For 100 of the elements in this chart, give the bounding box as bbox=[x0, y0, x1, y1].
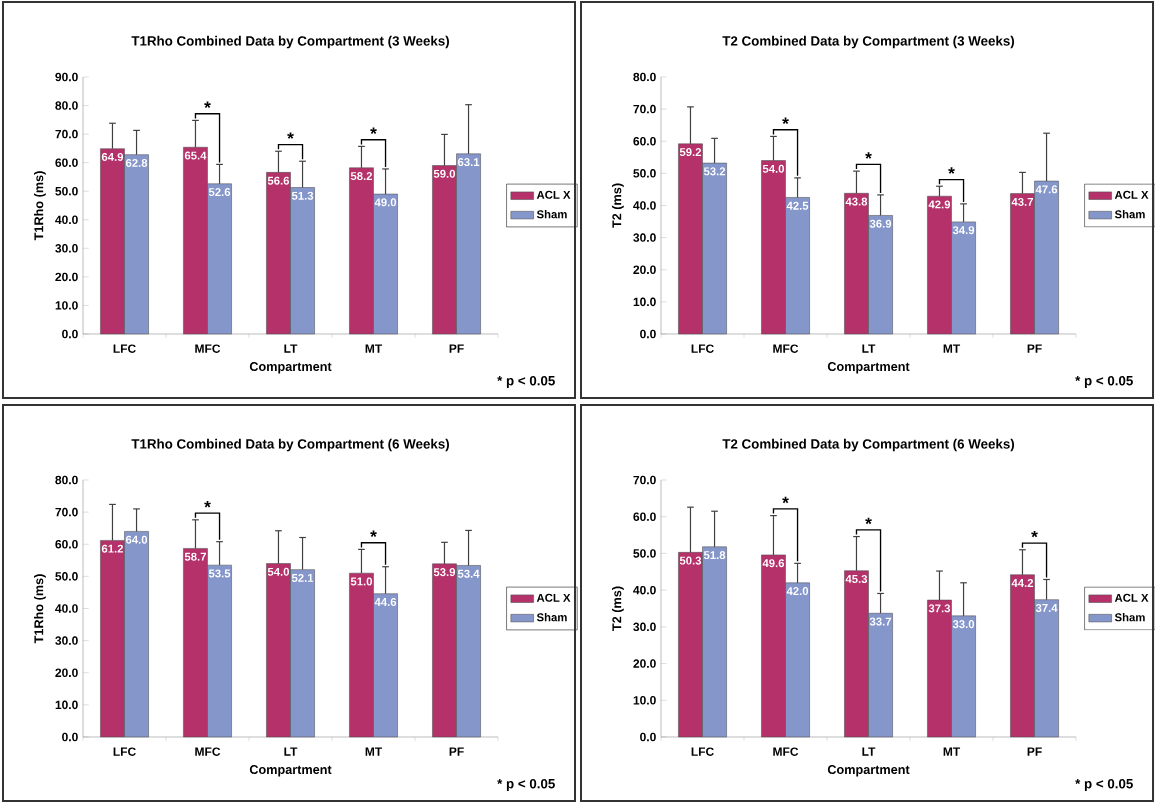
y-tick-label: 30.0 bbox=[55, 244, 78, 253]
data-label: 54.0 bbox=[762, 164, 785, 173]
x-tick-label: LFC bbox=[691, 344, 714, 353]
annotation: * bbox=[287, 132, 294, 139]
y-tick-label: 20.0 bbox=[633, 265, 656, 274]
y-tick-label: 40.0 bbox=[55, 604, 78, 613]
chart-title: T1Rho Combined Data by Compartment (3 Weeks) bbox=[131, 35, 449, 49]
data-label: 49.6 bbox=[762, 559, 785, 568]
legend-label: Sham bbox=[1114, 210, 1145, 219]
y-axis-title: T2 (ms) bbox=[611, 586, 624, 631]
data-label: 63.1 bbox=[457, 158, 480, 167]
annotation: * bbox=[370, 530, 377, 537]
y-tick-label: 70.0 bbox=[633, 475, 656, 485]
y-tick-label: 80.0 bbox=[55, 475, 78, 485]
annotation: * bbox=[782, 496, 789, 504]
y-tick-label: 40.0 bbox=[633, 585, 656, 595]
legend-label: Sham bbox=[536, 210, 567, 219]
x-tick-label: LT bbox=[862, 747, 876, 756]
x-tick-label: LT bbox=[284, 747, 298, 756]
legend-label: ACL X bbox=[536, 593, 571, 602]
x-axis-title: Compartment bbox=[249, 765, 332, 777]
data-label: 53.4 bbox=[457, 569, 480, 578]
annotation: * bbox=[865, 517, 872, 525]
y-tick-label: 10.0 bbox=[55, 700, 78, 710]
data-label: 54.0 bbox=[267, 567, 290, 576]
x-tick-label: MFC bbox=[195, 747, 221, 756]
data-label: 52.6 bbox=[208, 188, 231, 197]
y-tick-label: 10.0 bbox=[633, 297, 656, 307]
legend-label: ACL X bbox=[1114, 190, 1149, 199]
data-label: 37.4 bbox=[1035, 603, 1058, 612]
x-tick-label: LFC bbox=[691, 747, 714, 756]
data-label: 33.0 bbox=[952, 620, 975, 629]
y-tick-label: 90.0 bbox=[55, 72, 78, 82]
x-tick-label: PF bbox=[449, 747, 464, 756]
data-label: 53.9 bbox=[433, 568, 456, 577]
data-label: 44.2 bbox=[1011, 579, 1034, 587]
y-axis-title: T1Rho (ms) bbox=[33, 171, 46, 241]
y-tick-label: 30.0 bbox=[633, 233, 656, 242]
data-label: 36.9 bbox=[869, 219, 892, 228]
data-label: 42.5 bbox=[786, 201, 809, 210]
legend-label: Sham bbox=[536, 613, 567, 622]
data-label: 58.7 bbox=[184, 552, 207, 561]
y-tick-label: 40.0 bbox=[55, 215, 78, 225]
y-tick-label: 60.0 bbox=[55, 158, 78, 167]
data-label: 59.0 bbox=[433, 169, 456, 178]
x-tick-label: MT bbox=[365, 344, 383, 353]
y-tick-label: 80.0 bbox=[55, 101, 78, 110]
x-axis-title: Compartment bbox=[827, 362, 910, 374]
data-label: 65.4 bbox=[184, 151, 207, 160]
data-label: 64.0 bbox=[125, 535, 148, 544]
x-tick-label: MFC bbox=[773, 747, 799, 756]
text: * p < 0.05 bbox=[497, 375, 555, 389]
x-tick-label: PF bbox=[1027, 344, 1042, 353]
legend-label: ACL X bbox=[1114, 593, 1149, 602]
data-label: 52.1 bbox=[291, 573, 314, 582]
annotation: * bbox=[370, 127, 377, 134]
data-label: 47.6 bbox=[1035, 185, 1058, 194]
legend-label: Sham bbox=[1114, 613, 1145, 622]
x-tick-label: LT bbox=[284, 344, 298, 353]
y-tick-label: 40.0 bbox=[633, 201, 656, 210]
data-label: 50.3 bbox=[679, 556, 702, 565]
data-label: 43.8 bbox=[845, 197, 868, 206]
x-tick-label: LFC bbox=[113, 344, 136, 353]
y-tick-label: 0.0 bbox=[62, 329, 78, 339]
x-tick-label: MFC bbox=[773, 344, 799, 353]
x-tick-label: PF bbox=[1027, 747, 1042, 756]
annotation: * bbox=[204, 500, 211, 508]
annotation: * bbox=[782, 117, 789, 125]
annotation: * bbox=[204, 101, 211, 108]
y-tick-label: 30.0 bbox=[55, 636, 78, 645]
chart-title: T1Rho Combined Data by Compartment (6 Weeks) bbox=[131, 438, 449, 452]
text: * p < 0.05 bbox=[1075, 778, 1133, 792]
x-tick-label: MFC bbox=[195, 344, 221, 353]
data-label: 53.2 bbox=[703, 167, 726, 176]
text: * p < 0.05 bbox=[1075, 375, 1133, 389]
annotation: * bbox=[948, 167, 955, 174]
x-tick-label: LFC bbox=[113, 747, 136, 756]
data-label: 56.6 bbox=[267, 176, 290, 185]
y-tick-label: 30.0 bbox=[633, 622, 656, 632]
data-label: 59.2 bbox=[679, 148, 702, 157]
data-label: 51.8 bbox=[703, 551, 726, 560]
chart-title: T2 Combined Data by Compartment (6 Weeks) bbox=[722, 438, 1015, 452]
y-tick-label: 0.0 bbox=[62, 732, 78, 742]
y-tick-label: 60.0 bbox=[633, 512, 656, 521]
data-label: 45.3 bbox=[845, 574, 868, 583]
data-label: 62.8 bbox=[125, 158, 148, 167]
annotation: * bbox=[865, 152, 872, 159]
data-label: 58.2 bbox=[350, 172, 373, 181]
y-tick-label: 70.0 bbox=[55, 507, 78, 517]
data-label: 43.7 bbox=[1011, 197, 1034, 206]
data-label: 61.2 bbox=[101, 544, 124, 553]
x-axis-title: Compartment bbox=[827, 765, 910, 777]
x-tick-label: MT bbox=[365, 747, 383, 756]
y-tick-label: 80.0 bbox=[633, 72, 656, 82]
data-label: 51.0 bbox=[350, 577, 373, 586]
x-tick-label: MT bbox=[943, 344, 961, 353]
data-label: 51.3 bbox=[291, 191, 314, 200]
data-label: 33.7 bbox=[869, 617, 892, 626]
x-tick-label: LT bbox=[862, 344, 876, 353]
y-tick-label: 70.0 bbox=[633, 104, 656, 114]
